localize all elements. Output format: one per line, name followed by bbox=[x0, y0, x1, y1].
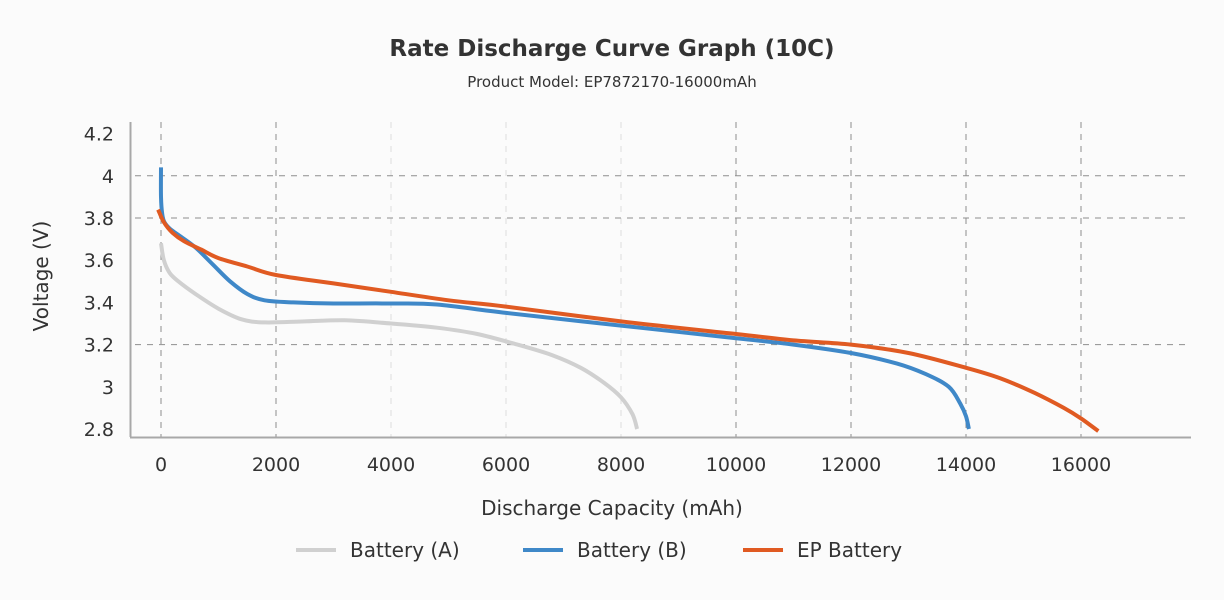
legend-swatch bbox=[523, 548, 563, 552]
y-tick-label: 3.4 bbox=[84, 292, 114, 314]
x-tick-label: 2000 bbox=[252, 454, 300, 476]
series-line-ep-battery bbox=[156, 208, 1100, 433]
y-tick-label: 3.6 bbox=[84, 250, 114, 272]
x-tick-label: 16000 bbox=[1051, 454, 1111, 476]
x-tick-label: 14000 bbox=[936, 454, 996, 476]
x-tick-label: 12000 bbox=[821, 454, 881, 476]
x-tick-label: 10000 bbox=[706, 454, 766, 476]
legend-swatch bbox=[296, 548, 336, 552]
legend-label: EP Battery bbox=[797, 538, 903, 562]
series bbox=[156, 167, 1100, 433]
y-axis-label: Voltage (V) bbox=[29, 221, 53, 332]
x-tick-label: 6000 bbox=[482, 454, 530, 476]
legend-label: Battery (B) bbox=[577, 538, 687, 562]
x-tick-label: 4000 bbox=[367, 454, 415, 476]
legend-item-battery-b[interactable]: Battery (B) bbox=[523, 538, 687, 562]
y-tick-label: 4.2 bbox=[84, 124, 114, 146]
tick-labels: 0 2000 4000 6000 8000 10000 12000 14000 16000 4.2… bbox=[84, 124, 1111, 476]
legend-label: Battery (A) bbox=[350, 538, 460, 562]
chart-subtitle: Product Model: EP7872170-16000mAh bbox=[467, 73, 757, 91]
y-tick-label: 3.8 bbox=[84, 208, 114, 230]
series-line-battery-b bbox=[158, 167, 971, 430]
axes bbox=[129, 122, 1191, 439]
x-tick-label: 0 bbox=[155, 454, 167, 476]
y-tick-label: 3 bbox=[102, 377, 114, 399]
x-axis-label: Discharge Capacity (mAh) bbox=[481, 496, 743, 520]
legend-swatch bbox=[743, 548, 783, 552]
chart-title: Rate Discharge Curve Graph (10C) bbox=[389, 36, 835, 62]
y-tick-label: 4 bbox=[102, 166, 114, 188]
x-tick-label: 8000 bbox=[597, 454, 645, 476]
y-tick-label: 3.2 bbox=[84, 335, 114, 357]
legend-item-battery-a[interactable]: Battery (A) bbox=[296, 538, 460, 562]
legend: Battery (A) Battery (B) EP Battery bbox=[0, 538, 1224, 568]
series-line-battery-a bbox=[159, 242, 640, 430]
grid bbox=[135, 122, 1191, 437]
legend-item-ep-battery[interactable]: EP Battery bbox=[743, 538, 902, 562]
y-tick-label: 2.8 bbox=[84, 419, 114, 441]
